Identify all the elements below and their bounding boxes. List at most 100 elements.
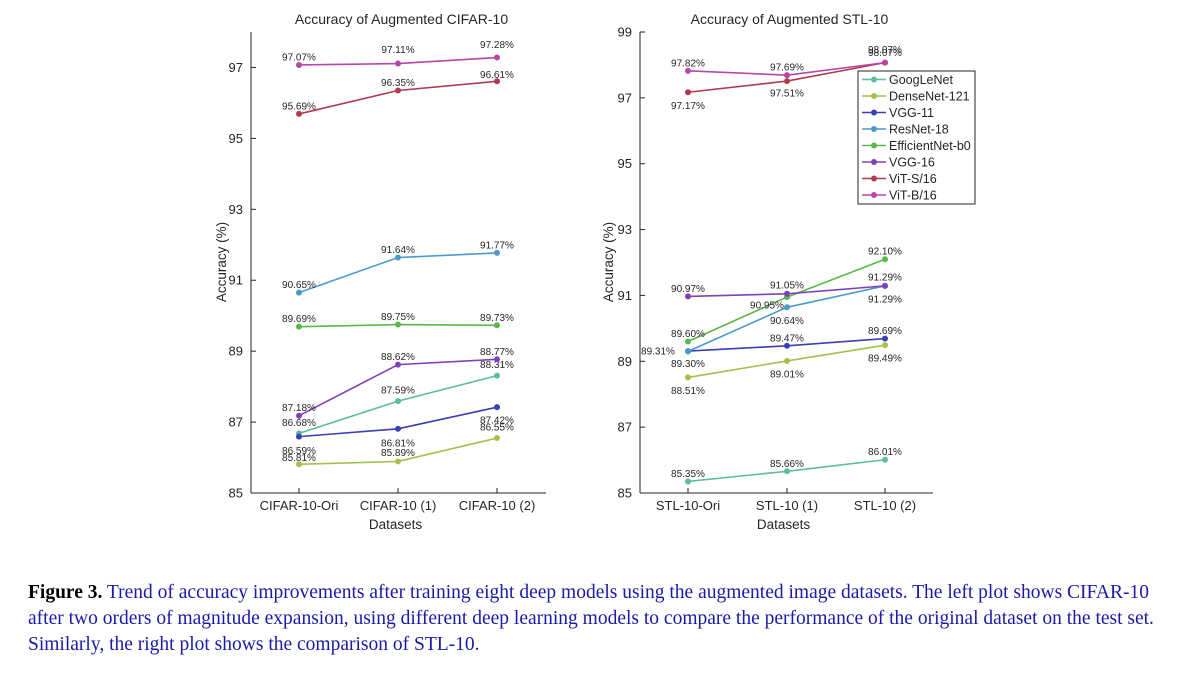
data-point [784,468,790,475]
data-label: 96.61% [480,70,514,81]
data-point [685,338,691,345]
data-point [395,398,401,405]
y-tick-label: 87 [618,420,632,435]
data-point [296,461,302,468]
data-label: 97.51% [770,89,804,100]
data-point [395,321,401,328]
legend-item: DenseNet-121 [862,90,970,104]
series-vit-b-16: 97.07% 97.11% 97.28% [282,40,514,68]
data-label: 89.69% [282,314,316,325]
series-densenet-121: 85.81% 85.89% 86.55% [282,423,514,468]
data-point [494,356,500,363]
caption-text: Trend of accuracy improvements after tra… [28,582,1154,655]
data-label: 85.66% [770,459,804,470]
data-point [296,110,302,117]
series-efficientnet-b0: 89.69% 89.75% 89.73% [282,312,514,330]
series-resnet-18: 90.65% 91.64% 91.77% [282,240,514,296]
x-axis-title: Datasets [369,517,423,532]
y-axis-title: Accuracy (%) [214,222,229,302]
data-label: 95.69% [282,101,316,112]
data-label: 88.51% [671,386,705,397]
legend-label: ViT-S/16 [889,172,937,186]
y-tick-label: 93 [618,222,632,237]
caption-label: Figure 3. [28,582,103,603]
data-label: 89.60% [671,329,705,340]
data-point [784,72,790,79]
series-googlenet: 86.68% 87.59% 88.31% [282,360,514,437]
data-label: 87.59% [381,386,415,397]
y-axis-title: Accuracy (%) [601,222,616,302]
data-point [784,357,790,364]
data-point [784,342,790,349]
data-label: 87.18% [282,403,316,414]
data-point [685,374,691,381]
data-point [494,322,500,329]
legend-item: EfficientNet-b0 [862,139,971,153]
data-point [395,458,401,465]
data-label: 98.07% [868,48,902,59]
series-line [298,374,498,435]
data-point [784,304,790,311]
data-label: 97.17% [671,101,705,112]
legend-box [857,70,976,205]
data-label: 90.64% [770,316,804,327]
data-point [296,323,302,330]
data-point [882,282,888,289]
data-label: 85.81% [282,453,316,464]
y-tick-label: 91 [618,288,632,303]
data-point [784,78,790,85]
data-point [494,78,500,85]
data-label: 91.77% [480,240,514,251]
legend-marker [871,159,877,165]
y-tick-label: 93 [229,202,243,217]
data-point [494,404,500,411]
chart-cifar10: 85 87 89 91 93 95 97 CIFAR-10-Ori CIFAR-10 (1) CI… [214,11,546,532]
y-tick-label: 85 [229,486,243,501]
data-point [784,290,790,297]
data-label: 89.49% [868,354,902,365]
legend-item: VGG-11 [862,106,934,120]
legend-label: EfficientNet-b0 [889,139,971,153]
series-line [298,406,498,438]
data-point [494,249,500,256]
data-point [296,289,302,296]
series-googlenet: 85.35% 85.66% 86.01% [671,447,902,485]
legend-item: ViT-S/16 [862,172,937,186]
data-label: 89.73% [480,313,514,324]
legend-label: VGG-11 [889,106,934,120]
series-vit-b-16: 97.82% 97.69% 98.07% [671,48,902,79]
data-label: 90.97% [671,284,705,295]
x-tick-label: STL-10 (2) [854,498,916,513]
data-label: 88.31% [480,360,514,371]
data-point [494,54,500,61]
data-point [685,348,691,355]
data-point [395,361,401,368]
data-point [685,293,691,300]
series-line [687,258,886,343]
data-label: 91.64% [381,245,415,256]
chart-stl10: 85 87 89 91 93 95 97 99 STL-10-Ori STL-10 (1) STL-… [601,11,976,532]
data-label: 97.07% [282,52,316,63]
legend-label: VGG-16 [889,156,935,170]
legend: GoogLeNet DenseNet-121 VGG-11 ResNet-18 Effi… [857,70,976,205]
y-tick-label: 87 [229,415,243,430]
y-tick-label: 95 [229,131,243,146]
legend-label: DenseNet-121 [889,90,970,104]
data-point [395,425,401,432]
data-point [685,478,691,485]
chart-title: Accuracy of Augmented CIFAR-10 [295,11,508,27]
data-point [882,256,888,263]
legend-marker [871,109,877,116]
data-point [296,433,302,440]
data-label: 90.65% [282,280,316,291]
data-label: 97.28% [480,40,514,51]
x-axis-title: Datasets [757,517,811,532]
x-tick-label: CIFAR-10 (1) [360,498,437,513]
legend-item: ResNet-18 [862,123,949,137]
series-vgg-11: 86.59% 86.81% 87.42% [282,404,514,457]
data-point [882,342,888,349]
data-label: 92.10% [868,247,902,258]
chart-title: Accuracy of Augmented STL-10 [691,11,889,27]
data-label: 87.42% [480,416,514,427]
y-tick-label: 89 [618,354,632,369]
